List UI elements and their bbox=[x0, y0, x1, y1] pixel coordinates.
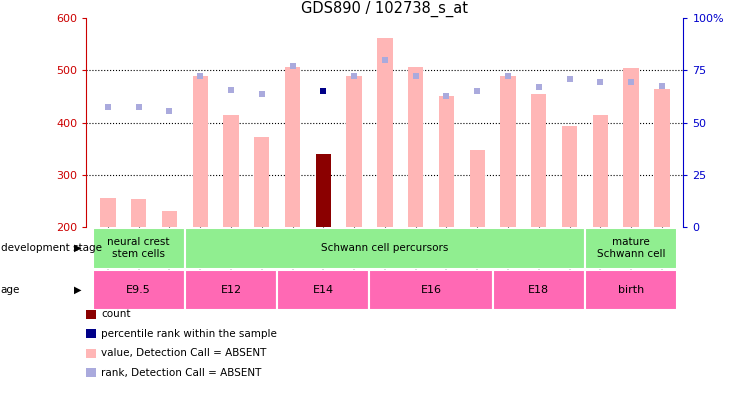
Bar bbox=[585, 228, 677, 269]
Bar bbox=[285, 67, 300, 227]
Bar bbox=[531, 94, 547, 227]
Text: E14: E14 bbox=[312, 285, 334, 295]
Bar bbox=[161, 211, 177, 227]
Text: Schwann cell percursors: Schwann cell percursors bbox=[321, 243, 448, 253]
Bar bbox=[493, 270, 585, 310]
Bar bbox=[185, 270, 277, 310]
Bar bbox=[315, 154, 331, 227]
Bar bbox=[408, 67, 424, 227]
Bar bbox=[92, 228, 185, 269]
Bar bbox=[185, 228, 585, 269]
Bar bbox=[654, 89, 670, 227]
Text: age: age bbox=[1, 285, 20, 295]
Text: ▶: ▶ bbox=[74, 285, 82, 295]
Bar bbox=[131, 199, 146, 227]
Bar bbox=[439, 96, 454, 227]
Bar bbox=[92, 270, 185, 310]
Text: mature
Schwann cell: mature Schwann cell bbox=[597, 237, 665, 259]
Bar bbox=[562, 126, 578, 227]
Bar bbox=[277, 270, 369, 310]
Bar bbox=[369, 270, 493, 310]
Text: E9.5: E9.5 bbox=[126, 285, 151, 295]
Bar bbox=[254, 136, 270, 227]
Bar bbox=[623, 68, 639, 227]
Text: ▶: ▶ bbox=[74, 243, 82, 253]
Bar bbox=[469, 150, 485, 227]
Text: birth: birth bbox=[618, 285, 644, 295]
Text: neural crest
stem cells: neural crest stem cells bbox=[107, 237, 170, 259]
Bar bbox=[585, 270, 677, 310]
Bar bbox=[223, 115, 239, 227]
Bar bbox=[500, 76, 516, 227]
Bar bbox=[100, 198, 116, 227]
Text: development stage: development stage bbox=[1, 243, 101, 253]
Text: percentile rank within the sample: percentile rank within the sample bbox=[101, 329, 277, 339]
Bar bbox=[377, 38, 393, 227]
Bar bbox=[593, 115, 608, 227]
Bar bbox=[346, 76, 362, 227]
Text: E18: E18 bbox=[528, 285, 549, 295]
Text: count: count bbox=[101, 309, 131, 319]
Bar bbox=[192, 76, 208, 227]
Text: E12: E12 bbox=[221, 285, 242, 295]
Title: GDS890 / 102738_s_at: GDS890 / 102738_s_at bbox=[301, 1, 469, 17]
Text: rank, Detection Call = ABSENT: rank, Detection Call = ABSENT bbox=[101, 368, 262, 377]
Text: value, Detection Call = ABSENT: value, Detection Call = ABSENT bbox=[101, 348, 267, 358]
Text: E16: E16 bbox=[421, 285, 442, 295]
